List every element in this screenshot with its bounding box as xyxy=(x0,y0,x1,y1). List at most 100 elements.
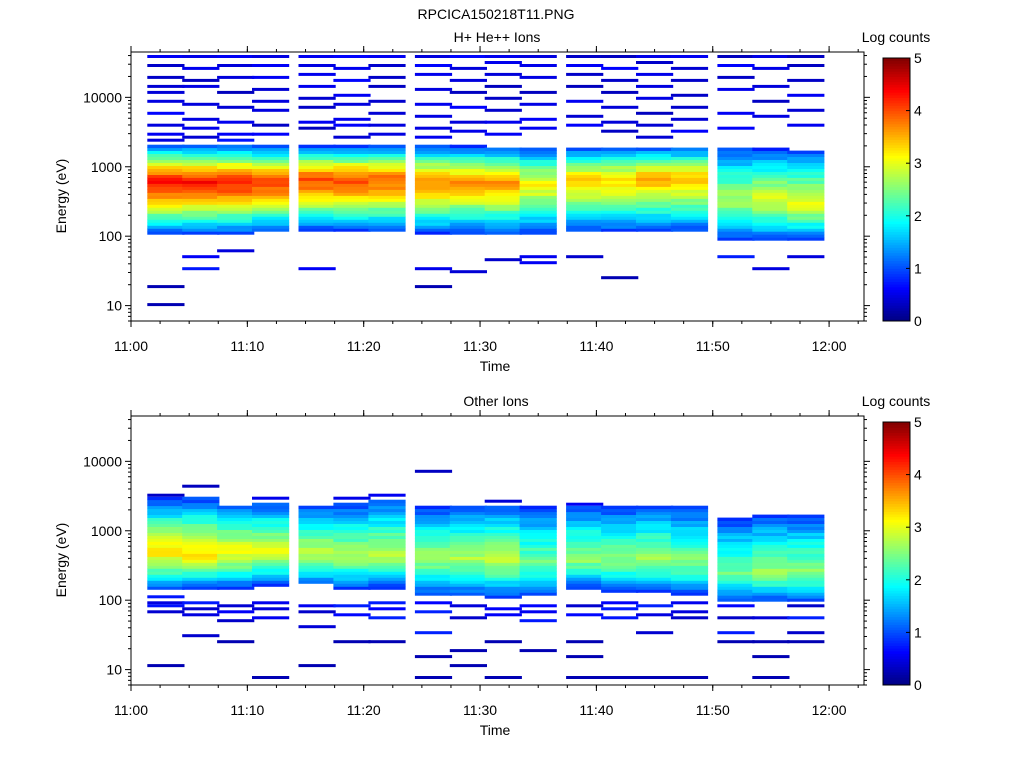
heatmap-cell xyxy=(252,547,290,551)
heatmap-cell xyxy=(147,165,185,169)
heatmap-cell xyxy=(752,201,790,205)
heatmap-cell xyxy=(787,198,825,202)
heatmap-cell xyxy=(484,526,522,530)
heatmap-cell xyxy=(217,529,255,533)
heatmap-cell xyxy=(147,544,185,548)
heatmap-cell xyxy=(484,565,522,569)
heatmap-cell xyxy=(298,538,336,542)
heatmap-cell xyxy=(182,198,220,202)
heatmap-cell xyxy=(182,505,220,510)
heatmap-cell xyxy=(414,514,453,518)
heatmap-cell xyxy=(787,559,825,563)
heatmap-cell xyxy=(566,174,604,178)
heatmap-cell xyxy=(484,568,522,572)
heatmap-cell xyxy=(519,192,557,196)
heatmap-cell xyxy=(519,577,557,581)
heatmap-cell xyxy=(787,547,825,551)
heatmap-cell xyxy=(566,213,604,217)
heatmap-cell xyxy=(566,153,604,157)
heatmap-cell xyxy=(252,574,290,578)
heatmap-cell xyxy=(182,195,220,199)
heatmap-cell xyxy=(414,556,453,560)
heatmap-cell xyxy=(566,559,604,563)
heatmap-hit xyxy=(368,132,406,136)
heatmap-cell xyxy=(368,538,406,542)
heatmap-hit xyxy=(217,132,255,136)
heatmap-cell xyxy=(217,162,255,166)
heatmap-hit xyxy=(252,123,290,127)
heatmap-cell xyxy=(252,580,290,584)
heatmap-cell xyxy=(298,550,336,554)
heatmap-cell xyxy=(636,586,674,590)
heatmap-cell xyxy=(787,520,825,524)
heatmap-cell xyxy=(717,547,755,551)
heatmap-hit xyxy=(566,676,604,679)
heatmap-cell xyxy=(717,571,755,575)
heatmap-cell xyxy=(252,514,290,518)
heatmap-cell xyxy=(449,574,487,578)
heatmap-cell xyxy=(182,207,220,211)
heatmap-cell xyxy=(566,192,604,196)
heatmap-cell xyxy=(601,505,639,510)
heatmap-cell xyxy=(519,556,557,560)
heatmap-cell xyxy=(333,502,371,507)
heatmap-cell xyxy=(752,147,790,151)
x-tick-label: 11:20 xyxy=(347,338,381,354)
heatmap-cell xyxy=(252,505,290,510)
heatmap-cell xyxy=(717,523,755,527)
heatmap-cell xyxy=(414,574,453,578)
heatmap-cell xyxy=(601,183,639,187)
heatmap-hit xyxy=(368,640,406,644)
heatmap-cell xyxy=(519,189,557,193)
heatmap-cell xyxy=(414,526,453,530)
heatmap-cell xyxy=(368,153,406,157)
heatmap-cell xyxy=(566,577,604,581)
heatmap-cell xyxy=(449,216,487,220)
heatmap-hit xyxy=(182,126,220,130)
heatmap-cell xyxy=(298,147,336,151)
heatmap-hit xyxy=(414,631,453,635)
heatmap-cell xyxy=(252,195,290,199)
heatmap-cell xyxy=(333,547,371,551)
heatmap-cell xyxy=(752,574,790,578)
heatmap-hit xyxy=(484,258,522,262)
heatmap-cell xyxy=(787,210,825,214)
heatmap-cell xyxy=(252,568,290,572)
heatmap-cell xyxy=(752,225,790,229)
heatmap-cell xyxy=(752,595,790,599)
heatmap-cell xyxy=(333,192,371,196)
heatmap-cell xyxy=(449,222,487,226)
heatmap-cell xyxy=(717,219,755,223)
heatmap-cell xyxy=(147,508,185,513)
heatmap-cell xyxy=(333,153,371,157)
heatmap-hit xyxy=(519,102,557,106)
heatmap-cell xyxy=(217,150,255,154)
heatmap-cell xyxy=(601,544,639,548)
heatmap-cell xyxy=(519,574,557,578)
heatmap-cell xyxy=(670,210,709,214)
heatmap-cell xyxy=(298,198,336,202)
heatmap-cell xyxy=(484,228,522,232)
heatmap-cell xyxy=(252,559,290,563)
heatmap-cell xyxy=(601,565,639,569)
heatmap-cell xyxy=(717,150,755,154)
heatmap-cell xyxy=(566,165,604,169)
heatmap-cell xyxy=(298,574,336,578)
heatmap-cell xyxy=(636,174,674,178)
heatmap-cell xyxy=(414,589,453,593)
heatmap-cell xyxy=(670,168,709,172)
heatmap-cell xyxy=(298,165,336,169)
heatmap-cell xyxy=(752,168,790,172)
heatmap-cell xyxy=(449,186,487,190)
heatmap-cell xyxy=(449,147,487,151)
heatmap-cell xyxy=(414,186,453,190)
heatmap-cell xyxy=(182,219,220,223)
heatmap-cell xyxy=(787,162,825,166)
heatmap-cell xyxy=(787,186,825,190)
x-tick-label: 11:20 xyxy=(347,702,381,718)
heatmap-cell xyxy=(147,553,185,557)
heatmap-cell xyxy=(787,583,825,587)
heatmap-cell xyxy=(414,523,453,527)
heatmap-cell xyxy=(182,580,220,584)
heatmap-cell xyxy=(147,520,185,524)
